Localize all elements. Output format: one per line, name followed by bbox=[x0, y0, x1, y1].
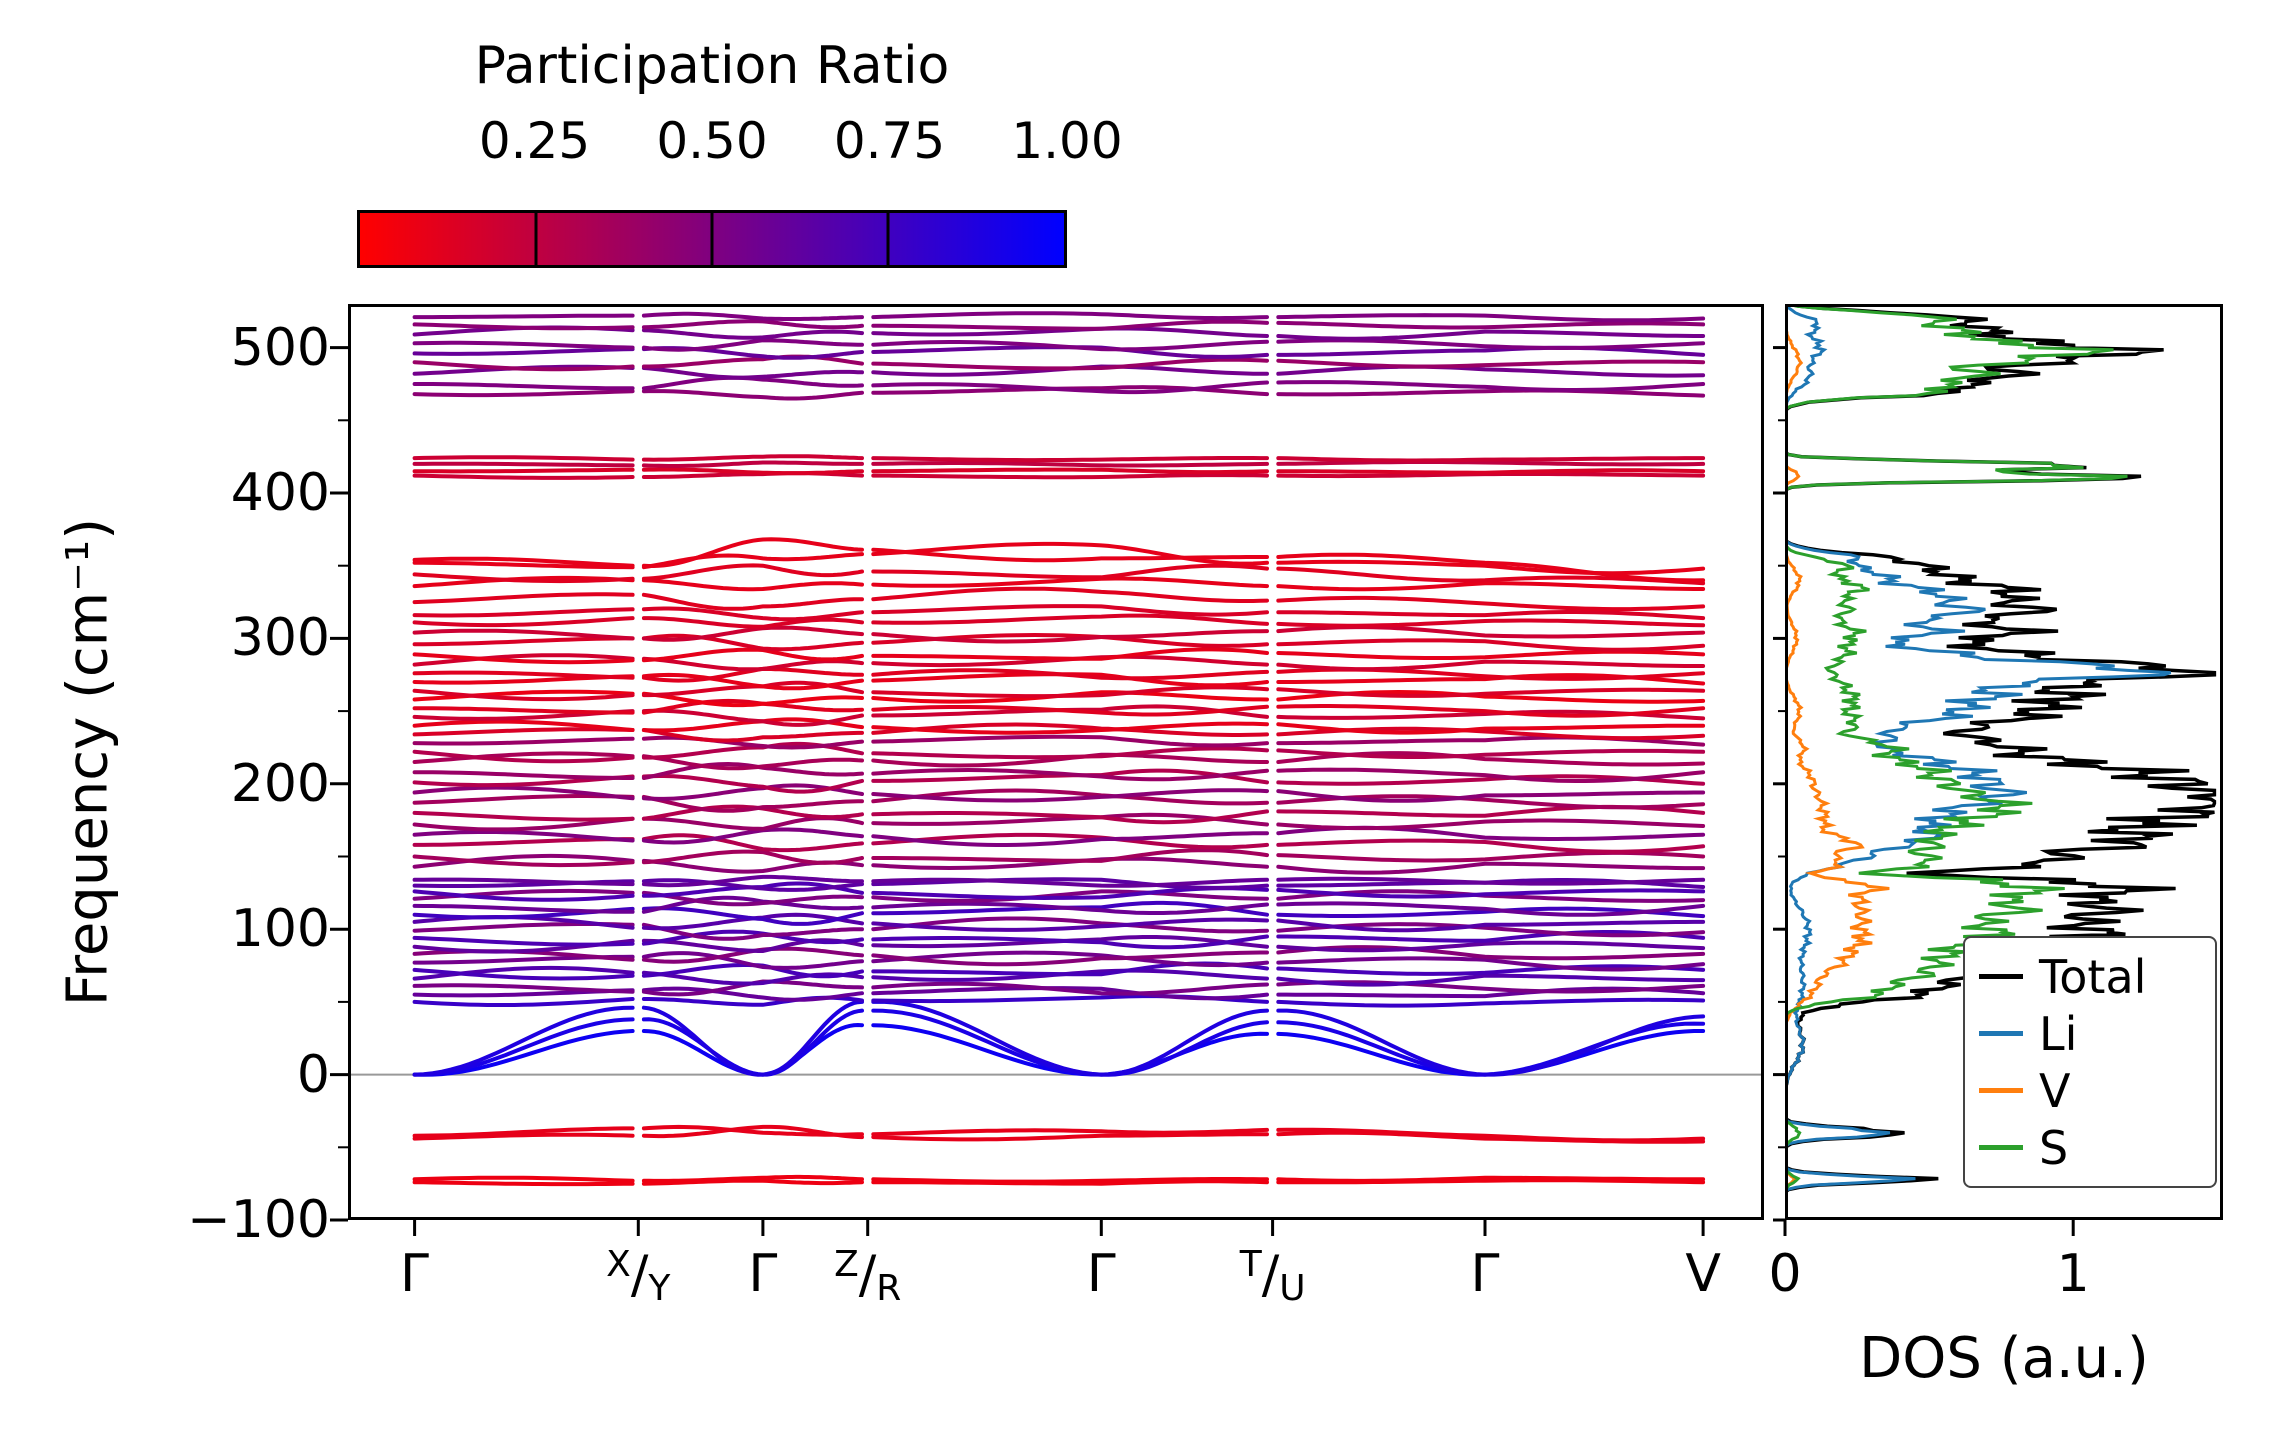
y-tick-label: 100 bbox=[230, 899, 330, 960]
legend-line-v bbox=[1979, 1088, 2023, 1093]
dos-axis-label: DOS (a.u.) bbox=[1859, 1326, 2149, 1391]
y-tick-label: 200 bbox=[230, 753, 330, 814]
band-structure-panel bbox=[348, 304, 1764, 1220]
dos-x-tick-label: 1 bbox=[2056, 1244, 2090, 1304]
legend-item-s: S bbox=[1979, 1119, 2201, 1176]
x-tick-label: Z/R bbox=[834, 1244, 902, 1309]
x-tick-label: Γ bbox=[400, 1244, 430, 1304]
legend-line-s bbox=[1979, 1145, 2023, 1150]
colorbar-tick-label: 0.25 bbox=[478, 112, 591, 170]
colorbar-tick-labels: 0.25 0.50 0.75 1.00 bbox=[357, 112, 1123, 174]
legend-line-li bbox=[1979, 1031, 2023, 1036]
x-tick-label: T/U bbox=[1239, 1244, 1306, 1309]
legend-item-li: Li bbox=[1979, 1005, 2201, 1062]
colorbar-tick bbox=[886, 213, 890, 265]
colorbar-tick-label: 0.50 bbox=[656, 112, 768, 170]
colorbar-tick bbox=[534, 213, 538, 265]
legend-label-s: S bbox=[2039, 1120, 2069, 1175]
legend-label-total: Total bbox=[2039, 949, 2147, 1004]
legend-line-total bbox=[1979, 974, 2023, 979]
y-tick-label: 400 bbox=[230, 463, 330, 524]
y-tick-label: −100 bbox=[187, 1190, 330, 1250]
y-tick-label: 300 bbox=[230, 608, 330, 669]
colorbar-tick-label: 1.00 bbox=[1011, 112, 1123, 170]
y-tick-label: 500 bbox=[230, 317, 330, 378]
dos-plot bbox=[1785, 304, 2223, 1220]
legend-item-total: Total bbox=[1979, 948, 2201, 1005]
x-tick-label: Γ bbox=[748, 1244, 778, 1304]
dos-x-tick-label: 0 bbox=[1768, 1244, 1802, 1304]
colorbar-title: Participation Ratio bbox=[474, 36, 950, 96]
colorbar-gradient bbox=[357, 210, 1067, 268]
y-tick-label: 0 bbox=[296, 1044, 330, 1105]
x-tick-label: V bbox=[1685, 1244, 1721, 1304]
colorbar-tick-label: 0.75 bbox=[833, 112, 946, 170]
x-tick-label: X/Y bbox=[606, 1244, 671, 1309]
legend-item-v: V bbox=[1979, 1062, 2201, 1119]
dos-panel: Total Li V S bbox=[1785, 304, 2223, 1220]
band-structure-plot bbox=[348, 304, 1764, 1220]
x-tick-label: Γ bbox=[1470, 1244, 1500, 1304]
legend-label-v: V bbox=[2039, 1063, 2071, 1118]
dos-legend: Total Li V S bbox=[1963, 936, 2217, 1188]
x-tick-label: Γ bbox=[1086, 1244, 1116, 1304]
frequency-axis-label: Frequency (cm⁻¹) bbox=[55, 517, 121, 1007]
colorbar-tick bbox=[710, 213, 714, 265]
legend-label-li: Li bbox=[2039, 1006, 2078, 1061]
